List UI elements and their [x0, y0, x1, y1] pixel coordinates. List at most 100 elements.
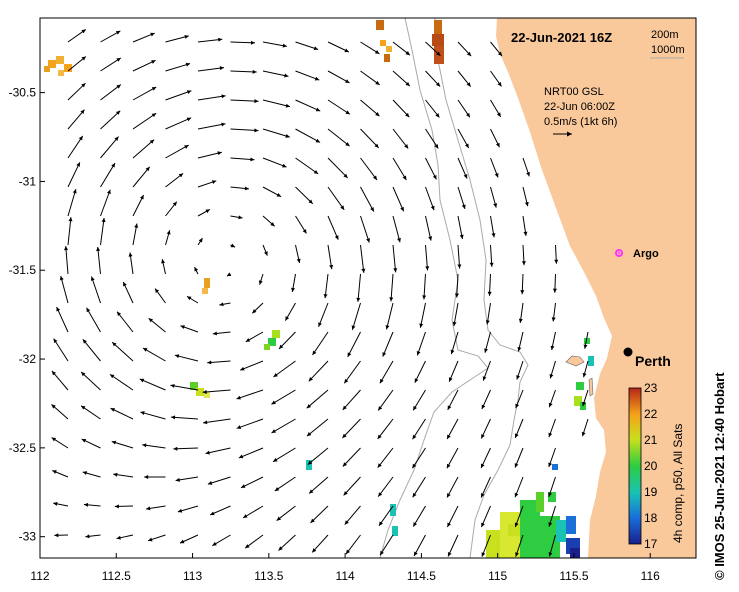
current-arrow-head — [83, 502, 89, 507]
current-arrow-head — [447, 522, 452, 527]
current-arrow-head — [414, 551, 418, 557]
current-arrow-shaft — [173, 447, 199, 450]
x-tick-label: 114 — [336, 569, 355, 583]
land-mass — [496, 18, 696, 558]
current-arrow-shaft — [110, 407, 134, 420]
current-arrow-head — [241, 484, 246, 488]
current-arrow-head — [205, 209, 210, 214]
current-arrow-head — [273, 457, 278, 462]
current-arrow-head — [110, 408, 116, 412]
current-arrow-head — [526, 171, 530, 177]
current-arrow-head — [96, 246, 101, 252]
current-arrow-head — [495, 142, 500, 148]
current-arrow-shaft — [53, 338, 69, 362]
current-arrow-shaft — [271, 389, 296, 405]
current-arrow-shaft — [230, 41, 256, 44]
current-arrow-head — [323, 293, 328, 299]
current-arrow-head — [345, 79, 350, 83]
current-arrow-head — [271, 429, 277, 433]
sst-colorbar — [628, 387, 642, 545]
current-arrow-head — [151, 60, 156, 64]
sst-patch-northwest — [44, 56, 72, 76]
current-arrow-head — [238, 454, 244, 459]
current-arrow-shaft — [425, 186, 435, 211]
current-arrow-shaft — [262, 128, 290, 138]
current-arrow-head — [340, 205, 345, 210]
current-arrow-head — [51, 437, 57, 442]
current-arrow-head — [203, 420, 208, 425]
current-arrow-head — [81, 56, 86, 61]
current-arrow-shaft — [132, 112, 157, 130]
plot-frame — [39, 17, 697, 559]
imos-credit: © IMOS 25-Jun-2021 12:40 Hobart — [712, 372, 727, 580]
current-arrow-head — [111, 163, 116, 168]
current-arrow-head — [329, 264, 334, 270]
current-arrow-shaft — [197, 151, 222, 159]
current-arrow-shaft — [170, 416, 199, 420]
sst-patch-north-orange — [376, 20, 392, 62]
current-arrow-head — [393, 268, 398, 273]
current-arrow-head — [250, 40, 255, 45]
current-arrow-head — [145, 166, 150, 172]
current-arrow-head — [517, 346, 522, 352]
current-arrow-shaft — [230, 128, 259, 132]
current-arrow-head — [285, 103, 290, 108]
current-arrow-head — [194, 267, 199, 272]
current-arrow-shaft — [324, 273, 329, 299]
current-arrow-head — [202, 389, 207, 394]
current-arrow-head — [345, 142, 350, 147]
current-arrow-head — [463, 174, 468, 179]
current-arrow-head — [310, 518, 315, 523]
current-arrow-head — [548, 492, 553, 497]
colorbar-tick-label: 23 — [644, 381, 658, 395]
current-arrow-shaft — [392, 186, 405, 212]
current-arrow-shaft — [343, 360, 361, 384]
current-arrow-head — [85, 534, 90, 539]
map-date-title: 22-Jun-2021 16Z — [511, 30, 612, 45]
current-arrow-head — [548, 462, 553, 467]
current-arrow-shaft — [425, 157, 437, 180]
current-arrow-head — [447, 552, 452, 557]
current-arrow-head — [282, 43, 287, 48]
current-arrow-head — [116, 57, 121, 62]
current-arrow-shaft — [67, 109, 85, 130]
current-arrow-head — [454, 293, 459, 298]
current-arrow-shaft — [142, 347, 166, 362]
current-arrow-shaft — [378, 505, 394, 527]
y-tick-label: -33 — [19, 530, 37, 544]
argo-float-marker — [615, 249, 623, 257]
depth-legend-200m: 200m — [651, 29, 679, 41]
current-arrow-head — [144, 475, 149, 480]
current-arrow-head — [90, 276, 95, 281]
current-arrow-head — [187, 296, 192, 301]
current-arrow-shaft — [344, 505, 361, 525]
current-arrow-head — [548, 552, 553, 557]
current-arrow-head — [583, 344, 588, 349]
current-arrow-shaft — [295, 186, 314, 205]
current-arrow-head — [186, 117, 192, 122]
current-arrow-head — [581, 431, 586, 437]
current-arrow-shaft — [423, 273, 426, 300]
current-arrow-shaft — [132, 86, 157, 101]
current-arrow-head — [412, 492, 417, 498]
current-arrow-head — [302, 229, 307, 234]
current-arrow-shaft — [67, 82, 86, 101]
current-arrow-shaft — [67, 162, 81, 188]
argo-label: Argo — [633, 248, 659, 260]
current-arrow-head — [279, 344, 284, 349]
current-arrow-shaft — [230, 157, 255, 161]
sst-patch-south — [486, 492, 580, 558]
current-arrow-head — [414, 378, 419, 383]
y-tick-label: -31 — [19, 174, 37, 188]
current-arrow-head — [278, 546, 283, 551]
current-arrow-shaft — [60, 275, 69, 304]
current-arrow-shaft — [392, 215, 401, 243]
current-arrow-head — [68, 217, 73, 222]
current-arrow-head — [480, 463, 485, 469]
current-arrow-shaft — [165, 90, 192, 101]
current-arrow-head — [116, 84, 121, 89]
current-arrow-head — [112, 342, 117, 347]
current-arrow-shaft — [308, 476, 329, 494]
current-arrow-head — [434, 144, 439, 149]
current-arrow-head — [487, 291, 492, 296]
